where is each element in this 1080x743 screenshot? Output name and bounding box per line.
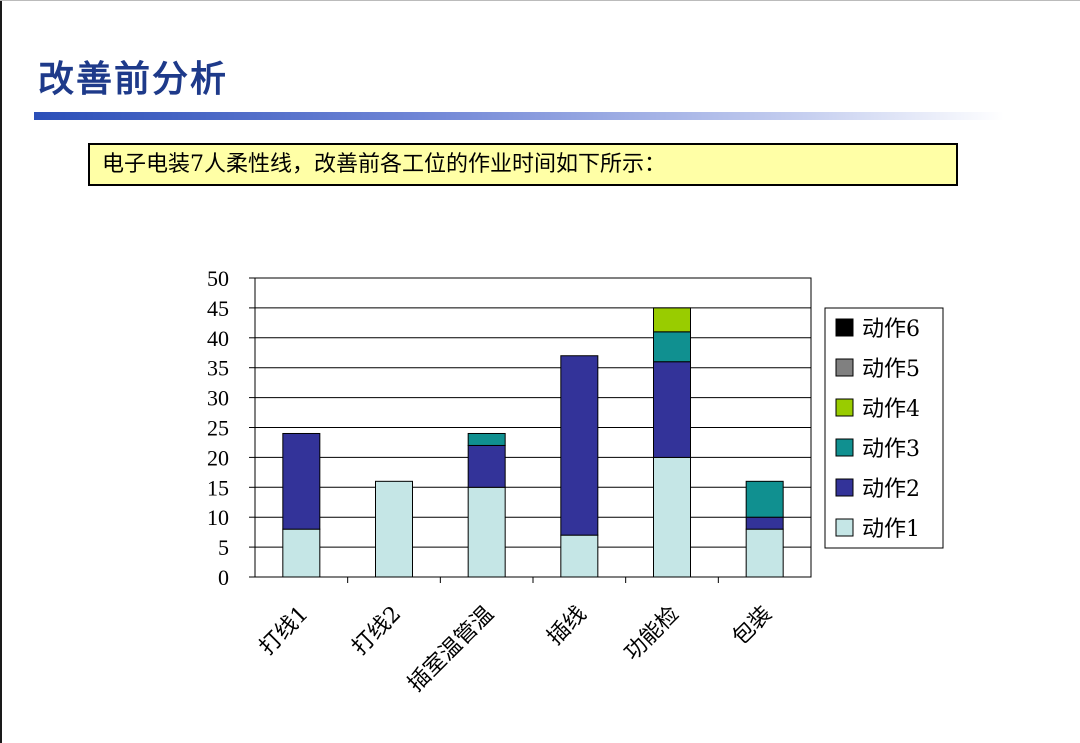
legend-swatch xyxy=(835,398,854,417)
x-category-label: 插线 xyxy=(543,602,592,651)
legend-swatch xyxy=(835,438,854,457)
legend-swatch xyxy=(835,478,854,497)
slide-left-border xyxy=(0,0,2,743)
x-category-label: 打线2 xyxy=(348,602,407,661)
bar-segment xyxy=(375,480,413,578)
bar-segment xyxy=(467,432,506,446)
bar-segment xyxy=(653,456,691,578)
legend-label: 动作4 xyxy=(862,397,920,422)
bar-segment xyxy=(745,516,784,530)
legend-label: 动作6 xyxy=(862,317,920,342)
y-tick-label: 45 xyxy=(207,296,229,321)
y-tick-label: 5 xyxy=(218,535,229,560)
legend-label: 动作1 xyxy=(862,517,920,542)
legend-label: 动作5 xyxy=(862,357,920,382)
title-underline-bar xyxy=(34,112,1004,120)
page-title: 改善前分析 xyxy=(38,59,229,100)
y-tick-label: 25 xyxy=(207,416,229,441)
y-tick-label: 15 xyxy=(207,475,229,500)
bar-segment xyxy=(653,307,691,333)
bar-segment xyxy=(560,534,599,578)
y-tick-label: 50 xyxy=(207,266,229,291)
bar-segment xyxy=(467,486,506,578)
subtitle-box: 电子电装7人柔性线，改善前各工位的作业时间如下所示： xyxy=(88,143,958,186)
legend-label: 动作2 xyxy=(862,477,920,502)
bar-segment xyxy=(653,361,691,458)
bar-segment xyxy=(282,528,321,578)
bar-segment xyxy=(653,331,691,363)
x-category-label: 打线1 xyxy=(255,602,314,661)
x-category-label: 插室温管温 xyxy=(403,602,498,697)
y-tick-label: 40 xyxy=(207,326,229,351)
legend-swatch xyxy=(835,518,854,537)
x-category-label: 功能检 xyxy=(620,602,684,666)
x-category-label: 包装 xyxy=(728,602,777,651)
y-tick-label: 20 xyxy=(207,445,229,470)
legend-swatch xyxy=(835,318,854,337)
slide-top-border xyxy=(0,0,1080,1)
bar-segment xyxy=(745,528,784,578)
bar-segment xyxy=(467,444,506,488)
legend-label: 动作3 xyxy=(862,437,920,462)
y-tick-label: 10 xyxy=(207,505,229,530)
bar-segment xyxy=(745,480,784,518)
bar-segment xyxy=(560,355,599,536)
legend-swatch xyxy=(835,358,854,377)
y-tick-label: 35 xyxy=(207,356,229,381)
y-tick-label: 30 xyxy=(207,386,229,411)
bar-segment xyxy=(282,432,321,530)
y-tick-label: 0 xyxy=(218,565,229,590)
legend-box xyxy=(824,307,944,549)
